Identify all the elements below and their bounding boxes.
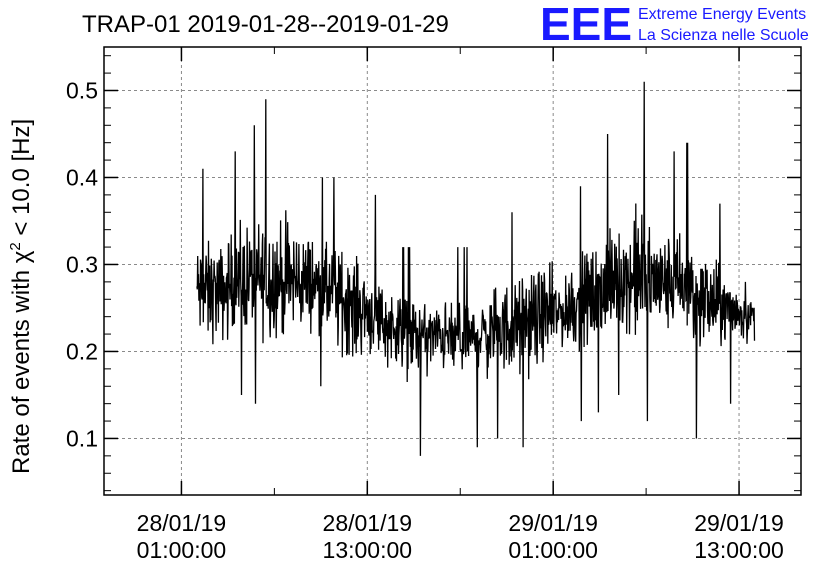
x-tick-label-time: 01:00:00: [137, 537, 227, 563]
x-tick-label-date: 29/01/19: [508, 510, 598, 536]
y-tick-label: 0.5: [66, 77, 98, 103]
x-tick-label-time: 01:00:00: [508, 537, 598, 563]
y-tick-label: 0.2: [66, 338, 98, 364]
x-tick-label-date: 28/01/19: [137, 510, 227, 536]
y-axis-label-exp: 2: [7, 242, 24, 250]
y-tick-label: 0.4: [66, 164, 98, 190]
tick-labels: 0.10.20.30.40.528/01/1901:00:0028/01/191…: [66, 77, 784, 563]
y-axis-label-main: Rate of events with: [8, 263, 35, 474]
logo-line-1: Extreme Energy Events: [638, 6, 806, 23]
series-line: [196, 81, 756, 456]
x-tick-label-time: 13:00:00: [323, 537, 413, 563]
x-tick-label-time: 13:00:00: [694, 537, 784, 563]
logo-line-2: La Scienza nelle Scuole: [638, 27, 809, 44]
eee-logo: EEE Extreme Energy Events La Scienza nel…: [540, 0, 809, 50]
plot-frame: [103, 46, 802, 496]
y-axis-label: Rate of events with χ2 < 10.0 [Hz]: [7, 119, 35, 474]
x-tick-label-date: 28/01/19: [323, 510, 413, 536]
x-tick-label-date: 29/01/19: [694, 510, 784, 536]
y-tick-label: 0.1: [66, 425, 98, 451]
y-axis-label-chi: χ: [8, 250, 35, 263]
y-tick-label: 0.3: [66, 251, 98, 277]
axis-ticks: [104, 47, 801, 495]
chart-title: TRAP-01 2019-01-28--2019-01-29: [82, 11, 449, 38]
y-axis-label-rest: < 10.0 [Hz]: [8, 119, 35, 242]
data-series: [196, 81, 756, 456]
logo-mark: EEE: [540, 0, 632, 50]
